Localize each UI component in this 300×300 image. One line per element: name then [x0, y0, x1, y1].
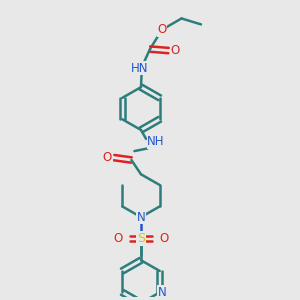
Text: S: S — [137, 232, 145, 245]
Text: O: O — [171, 44, 180, 57]
Text: O: O — [158, 23, 166, 36]
Text: O: O — [113, 232, 122, 245]
Text: O: O — [103, 151, 112, 164]
Text: NH: NH — [147, 135, 165, 148]
Text: O: O — [160, 232, 169, 245]
Text: N: N — [158, 286, 167, 299]
Text: N: N — [136, 211, 146, 224]
Text: HN: HN — [131, 61, 149, 75]
